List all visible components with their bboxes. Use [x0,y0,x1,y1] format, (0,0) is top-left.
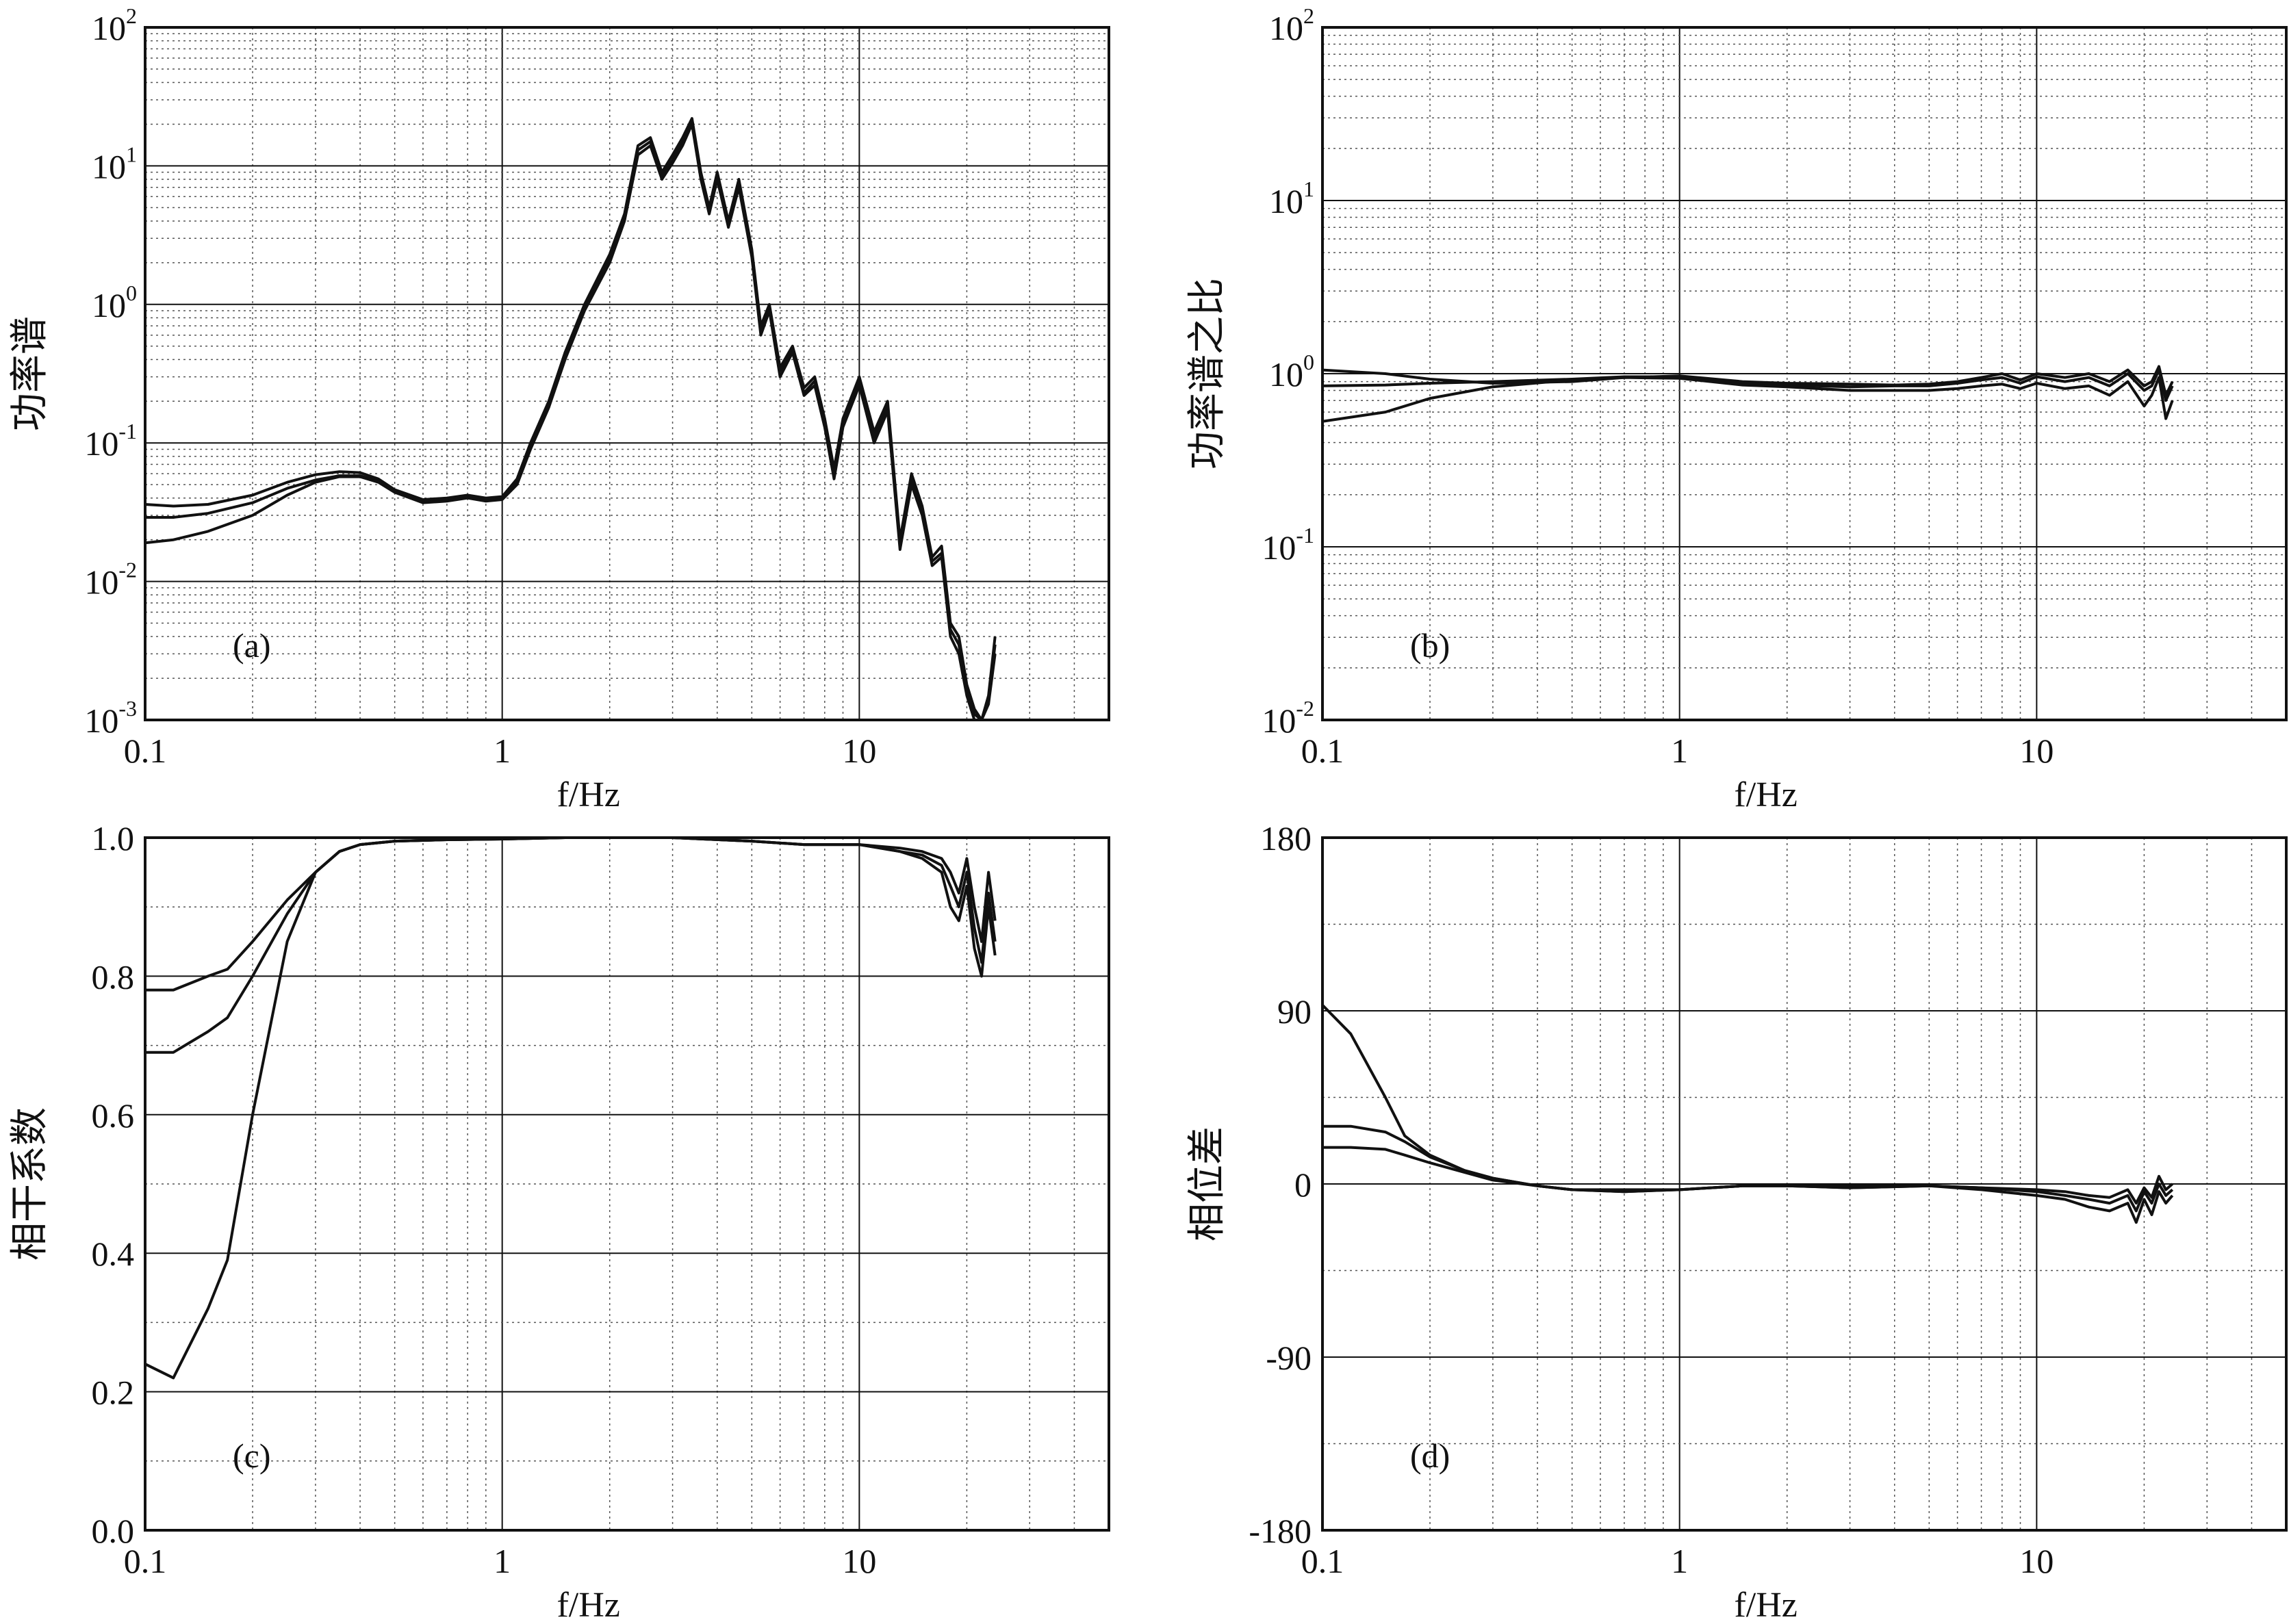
y-tick-base: 10 [1269,9,1303,47]
y-axis-label-b: 功率谱之比 [1186,278,1229,469]
x-tick-label-d: 0.1 [1301,1542,1344,1580]
series-line-c-3 [145,838,997,1380]
y-tick-label-a: 10-1 [84,419,137,463]
y-tick-label-a: 100 [92,281,137,324]
y-tick-base: 10 [1269,182,1303,220]
y-axis-label-a: 功率谱 [9,316,51,431]
y-tick-exponent: 1 [126,142,137,166]
y-tick-base: 10 [1269,355,1303,394]
y-tick-base: 10 [92,286,126,324]
y-tick-exponent: 0 [1303,350,1314,374]
series-line-b-3 [1322,376,2174,423]
y-tick-label-c: 0.6 [92,1096,135,1135]
y-tick-label-d: 0 [1294,1165,1312,1204]
y-tick-base: 10 [92,9,126,47]
panel-label-b: (b) [1410,626,1450,665]
y-tick-label-b: 102 [1269,3,1314,47]
panel-label-a: (a) [233,626,271,665]
y-tick-label-b: 10-1 [1262,523,1314,567]
y-tick-label-a: 102 [92,3,137,47]
y-tick-exponent: 2 [126,3,137,28]
x-tick-label-b: 0.1 [1301,732,1344,770]
y-tick-exponent: 2 [1303,3,1314,28]
series-line-c-1 [145,838,997,992]
y-tick-label-a: 101 [92,142,137,185]
y-tick-label-c: 1.0 [92,819,135,858]
y-tick-label-d: -180 [1249,1512,1312,1550]
x-tick-label-b: 1 [1671,732,1688,770]
y-tick-label-c: 0.4 [92,1235,135,1273]
y-tick-label-a: 10-2 [84,558,137,602]
x-tick-label-c: 0.1 [124,1542,167,1580]
x-tick-label-d: 1 [1671,1542,1688,1580]
x-axis-label-c: f/Hz [557,1586,619,1624]
y-tick-base: 10 [1262,528,1296,567]
y-tick-base: 10 [92,147,126,185]
y-tick-exponent: -1 [118,419,137,443]
y-tick-label-d: 90 [1277,992,1312,1031]
panel-label-d: (d) [1410,1436,1450,1475]
chart-panel-c: 0.1 1 10 0.0 0.2 0.4 0.6 0.8 1.0 f/Hz 相干系数 (c) [9,819,1110,1624]
x-tick-label-a: 1 [494,732,511,770]
x-axis-label-b: f/Hz [1734,775,1797,814]
y-tick-label-d: -90 [1266,1339,1312,1377]
y-axis-label-c: 相干系数 [9,1107,51,1261]
y-tick-base: 10 [84,424,118,463]
series-line-d-2 [1322,1124,2174,1213]
y-tick-label-b: 100 [1269,350,1314,394]
y-tick-exponent: -2 [118,558,137,582]
y-tick-label-a: 10-3 [84,696,137,740]
y-tick-label-b: 10-2 [1262,696,1314,740]
plot-frame-c [144,836,1110,1532]
panel-label-c: (c) [233,1436,271,1475]
y-tick-exponent: 1 [1303,177,1314,201]
plot-frame-a [144,26,1110,721]
x-tick-label-b: 10 [2019,732,2054,770]
y-tick-base: 10 [84,701,118,740]
y-tick-label-b: 101 [1269,177,1314,220]
x-axis-label-a: f/Hz [557,775,619,814]
x-tick-label-d: 10 [2019,1542,2054,1580]
plot-frame-b [1321,26,2288,721]
y-tick-label-c: 0.2 [92,1374,135,1412]
y-tick-base: 10 [1262,701,1296,740]
x-axis-label-d: f/Hz [1734,1586,1797,1624]
x-tick-label-a: 10 [842,732,876,770]
series-line-d-3 [1322,1146,2174,1205]
y-tick-label-c: 0.8 [92,957,135,996]
y-axis-label-d: 相位差 [1186,1126,1229,1241]
x-tick-label-c: 1 [494,1542,511,1580]
y-tick-label-c: 0.0 [92,1512,135,1550]
x-tick-label-a: 0.1 [124,732,167,770]
series-line-a-3 [145,123,997,720]
y-tick-exponent: -2 [1296,696,1314,721]
y-tick-exponent: -3 [118,696,137,721]
plot-frame-d [1321,836,2288,1532]
y-tick-exponent: 0 [126,281,137,305]
y-tick-base: 10 [84,563,118,602]
y-tick-exponent: -1 [1296,523,1314,547]
chart-panel-d: 0.1 1 10 -180 -90 0 90 180 f/Hz 相位差 (d) [1186,819,2288,1624]
x-tick-label-c: 10 [842,1542,876,1580]
y-tick-label-d: 180 [1260,819,1312,858]
series-line-c-2 [145,838,997,1054]
